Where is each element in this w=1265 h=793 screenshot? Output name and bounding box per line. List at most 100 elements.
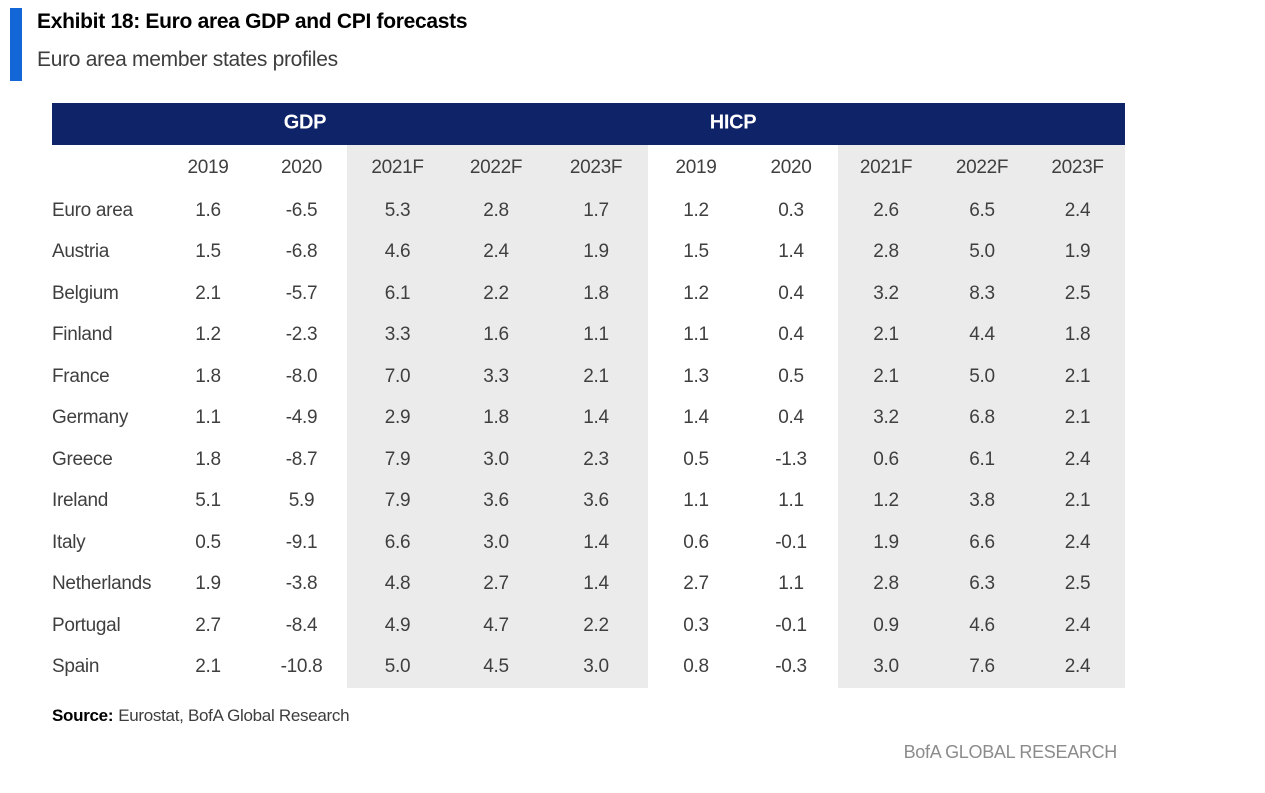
hicp-value: 0.9 xyxy=(838,605,934,647)
gdp-value: 5.0 xyxy=(347,646,448,688)
hicp-value: 2.1 xyxy=(1030,356,1125,398)
gdp-value: 4.9 xyxy=(347,605,448,647)
gdp-value: 5.9 xyxy=(288,490,315,512)
table-row: Germany 1.1 -4.9 2.9 1.8 1.4 1.4 0.4 3.2 6.8 2.1 xyxy=(52,397,1125,439)
hicp-value: 1.1 xyxy=(683,324,709,346)
forecast-table-wrap: GDP HICP 2019 2020 2021F 2022F 2023F 2019 2020… xyxy=(52,103,1125,688)
hicp-value: 3.0 xyxy=(838,646,934,688)
year-header: 2021F xyxy=(347,145,448,190)
group-header-hicp: HICP xyxy=(709,111,757,134)
table-row: Belgium 2.1 -5.7 6.1 2.2 1.8 1.2 0.4 3.2 8.3 2.5 xyxy=(52,273,1125,315)
year-header: 2019 xyxy=(675,156,717,178)
gdp-value: 2.7 xyxy=(448,563,544,605)
source-label: Source: xyxy=(52,706,114,725)
gdp-value: 2.4 xyxy=(448,231,544,273)
hicp-value: 4.6 xyxy=(934,605,1030,647)
gdp-value: 3.6 xyxy=(448,480,544,522)
gdp-value: 0.5 xyxy=(195,531,221,553)
hicp-value: 2.4 xyxy=(1030,190,1125,232)
gdp-value: 1.4 xyxy=(544,522,648,564)
gdp-value: 4.6 xyxy=(347,231,448,273)
table-row: Greece 1.8 -8.7 7.9 3.0 2.3 0.5 -1.3 0.6 6.1 2.4 xyxy=(52,439,1125,481)
gdp-value: 1.5 xyxy=(195,241,221,263)
gdp-value: 3.6 xyxy=(544,480,648,522)
hicp-value: 6.1 xyxy=(934,439,1030,481)
hicp-value: 5.0 xyxy=(934,231,1030,273)
hicp-value: 1.3 xyxy=(683,365,709,387)
gdp-value: 3.0 xyxy=(544,646,648,688)
row-label: Spain xyxy=(52,656,100,678)
year-header: 2023F xyxy=(544,145,648,190)
gdp-value: -8.0 xyxy=(285,365,318,387)
hicp-value: 2.1 xyxy=(838,356,934,398)
gdp-value: 1.7 xyxy=(544,190,648,232)
gdp-value: -3.8 xyxy=(285,573,318,595)
gdp-value: 1.8 xyxy=(448,397,544,439)
gdp-value: -8.4 xyxy=(285,614,318,636)
gdp-value: 7.0 xyxy=(347,356,448,398)
brand-footer: BofA GLOBAL RESEARCH xyxy=(903,742,1118,762)
gdp-value: -6.5 xyxy=(285,199,318,221)
page-title: Exhibit 18: Euro area GDP and CPI foreca… xyxy=(37,10,468,33)
hicp-value: -1.3 xyxy=(775,448,807,470)
hicp-value: 0.3 xyxy=(778,199,804,221)
group-header-gdp: GDP xyxy=(283,111,327,134)
hicp-value: 1.8 xyxy=(1030,314,1125,356)
year-header-row: 2019 2020 2021F 2022F 2023F 2019 2020 2021F 2022… xyxy=(52,145,1125,190)
row-label: Euro area xyxy=(52,199,133,221)
gdp-value: 7.9 xyxy=(347,439,448,481)
hicp-value: 1.2 xyxy=(838,480,934,522)
gdp-value: -5.7 xyxy=(285,282,318,304)
forecast-table: 2019 2020 2021F 2022F 2023F 2019 2020 2021F 2022… xyxy=(52,145,1125,688)
row-label: Germany xyxy=(52,407,129,429)
hicp-value: 2.5 xyxy=(1030,563,1125,605)
hicp-value: 0.3 xyxy=(683,614,709,636)
table-row: Ireland 5.1 5.9 7.9 3.6 3.6 1.1 1.1 1.2 3.8 2.1 xyxy=(52,480,1125,522)
source-line: Source: Eurostat, BofA Global Research xyxy=(52,706,350,726)
gdp-value: 3.0 xyxy=(448,522,544,564)
hicp-value: 5.0 xyxy=(934,356,1030,398)
gdp-value: 2.8 xyxy=(448,190,544,232)
table-row: Austria 1.5 -6.8 4.6 2.4 1.9 1.5 1.4 2.8 5.0 1.9 xyxy=(52,231,1125,273)
hicp-value: 2.4 xyxy=(1030,646,1125,688)
year-header: 2022F xyxy=(448,145,544,190)
table-row: France 1.8 -8.0 7.0 3.3 2.1 1.3 0.5 2.1 5.0 2.1 xyxy=(52,356,1125,398)
year-header: 2023F xyxy=(1030,145,1125,190)
gdp-value: 2.7 xyxy=(195,614,221,636)
gdp-value: 2.3 xyxy=(544,439,648,481)
table-row: Portugal 2.7 -8.4 4.9 4.7 2.2 0.3 -0.1 0.9 4.6 2.4 xyxy=(52,605,1125,647)
hicp-value: 0.5 xyxy=(778,365,804,387)
hicp-value: 2.8 xyxy=(838,563,934,605)
hicp-value: 2.1 xyxy=(1030,480,1125,522)
hicp-value: 4.4 xyxy=(934,314,1030,356)
hicp-value: 3.8 xyxy=(934,480,1030,522)
hicp-value: 2.1 xyxy=(1030,397,1125,439)
hicp-value: 6.5 xyxy=(934,190,1030,232)
hicp-value: 0.4 xyxy=(778,282,804,304)
hicp-value: 6.3 xyxy=(934,563,1030,605)
hicp-value: 1.5 xyxy=(683,241,709,263)
gdp-value: 3.3 xyxy=(448,356,544,398)
gdp-value: 1.6 xyxy=(448,314,544,356)
hicp-value: -0.1 xyxy=(775,614,807,636)
row-label: Finland xyxy=(52,324,113,346)
hicp-value: 2.8 xyxy=(838,231,934,273)
table-row: Italy 0.5 -9.1 6.6 3.0 1.4 0.6 -0.1 1.9 6.6 2.4 xyxy=(52,522,1125,564)
gdp-value: 2.9 xyxy=(347,397,448,439)
gdp-value: 3.0 xyxy=(448,439,544,481)
hicp-value: 2.4 xyxy=(1030,439,1125,481)
hicp-value: 0.5 xyxy=(683,448,709,470)
table-group-header-band: GDP HICP xyxy=(52,103,1125,145)
hicp-value: 3.2 xyxy=(838,273,934,315)
hicp-value: -0.3 xyxy=(775,656,807,678)
gdp-value: 4.7 xyxy=(448,605,544,647)
gdp-value: 1.4 xyxy=(544,397,648,439)
hicp-value: -0.1 xyxy=(775,531,807,553)
row-label: Italy xyxy=(52,531,86,553)
year-header: 2019 xyxy=(187,156,229,178)
gdp-value: 2.1 xyxy=(195,282,221,304)
source-text: Eurostat, BofA Global Research xyxy=(118,706,350,725)
hicp-value: 2.7 xyxy=(683,573,709,595)
year-header: 2021F xyxy=(838,145,934,190)
year-header: 2020 xyxy=(280,156,323,178)
